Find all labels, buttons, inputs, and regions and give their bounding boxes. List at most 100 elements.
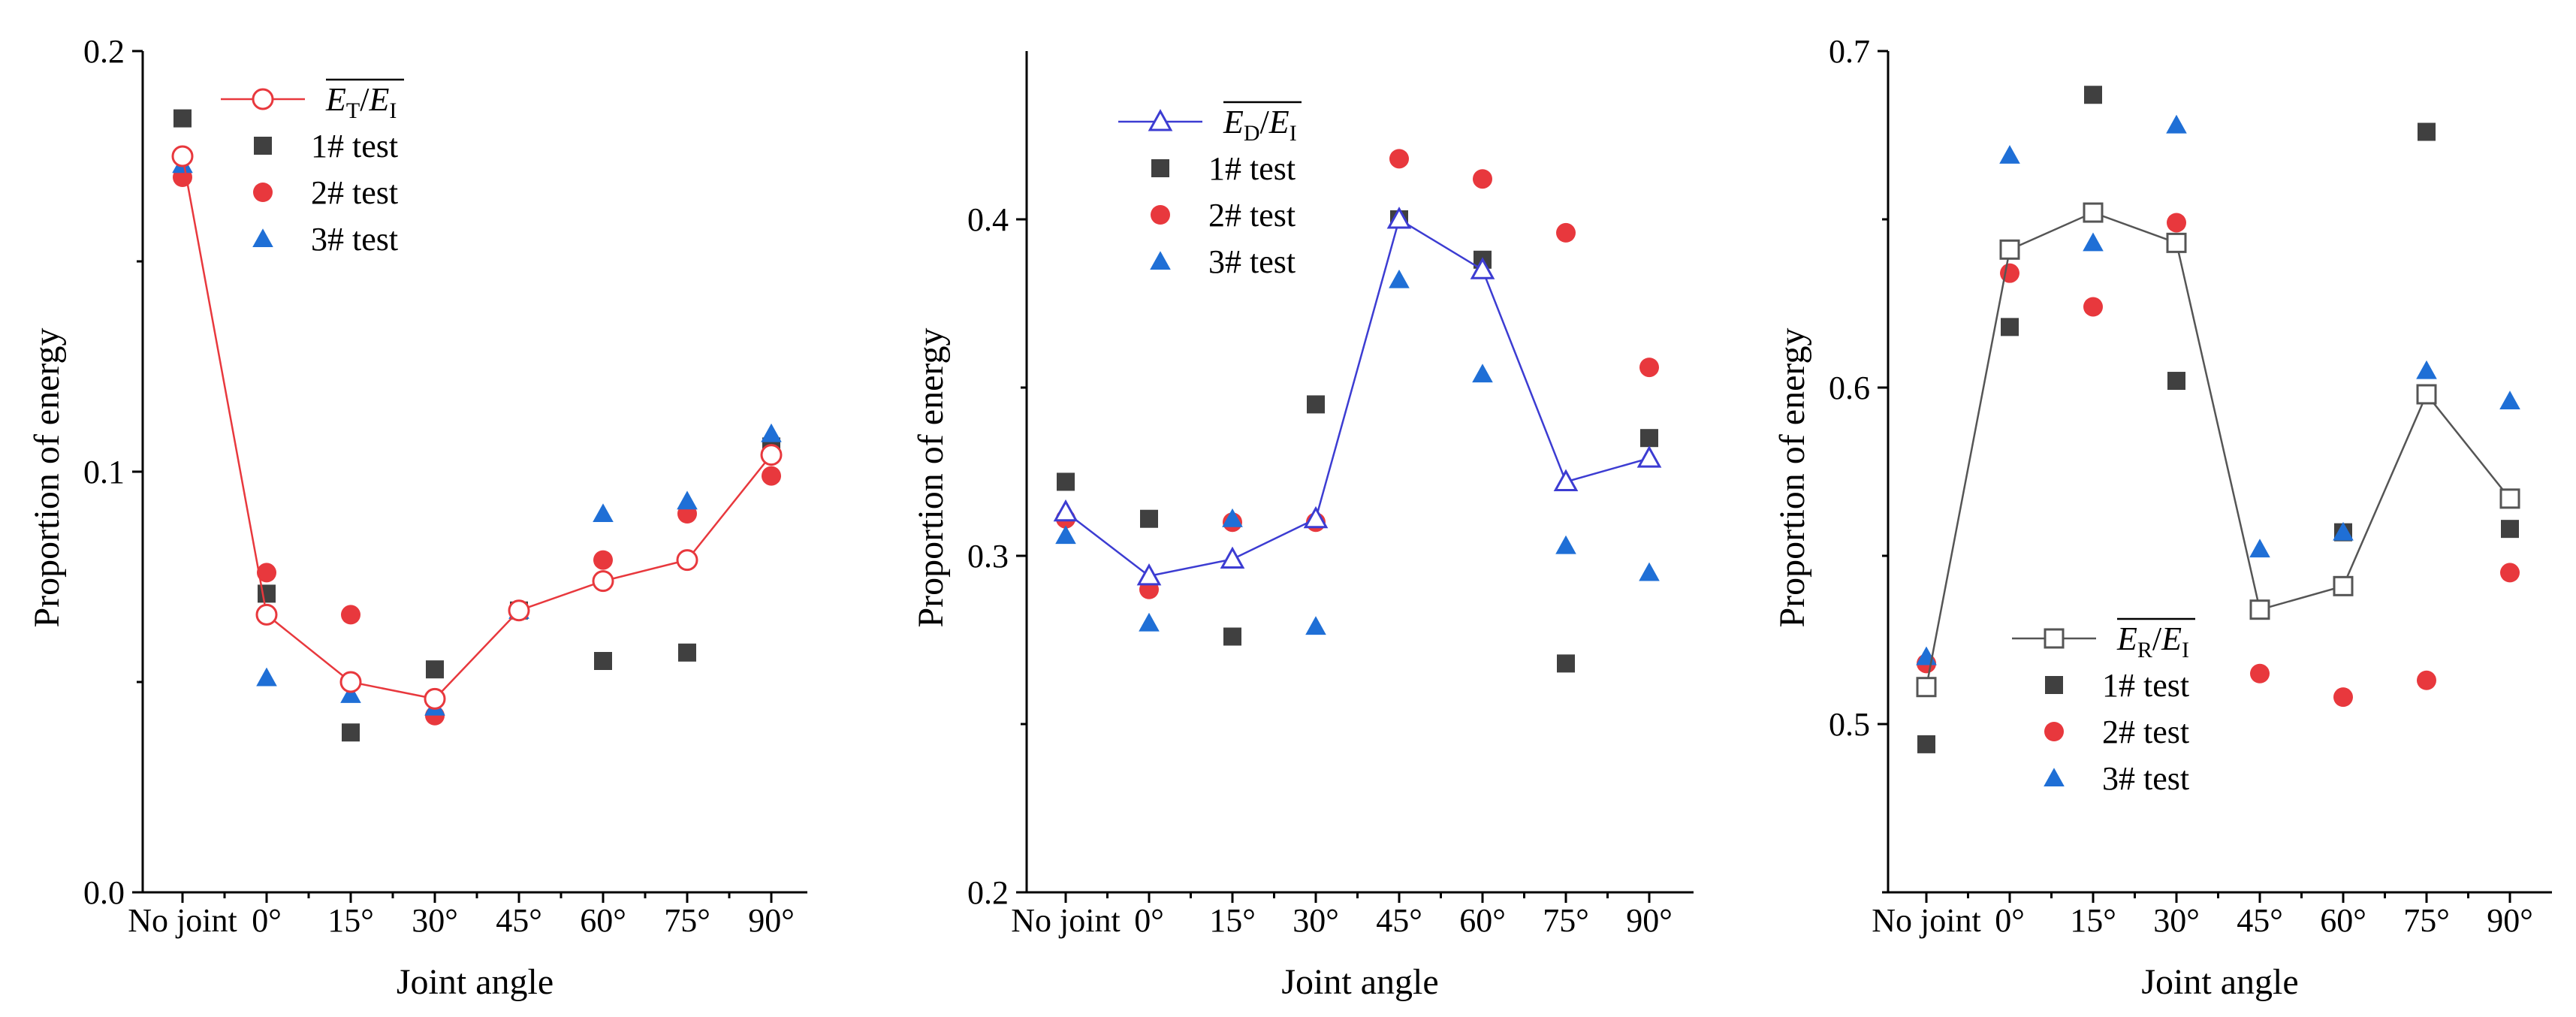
y-tick-label: 0.4	[967, 201, 1009, 238]
y-tick-label: 0.3	[967, 538, 1009, 575]
mean-point	[2166, 232, 2187, 253]
legend-label: 2# test	[311, 174, 398, 211]
legend-marker	[254, 137, 272, 155]
mean-point	[1386, 207, 1412, 229]
data-point	[1639, 358, 1659, 378]
series-2-test	[1056, 149, 1659, 599]
y-tick-label: 0.2	[967, 874, 1009, 911]
legend-entry: 3# test	[252, 221, 398, 258]
data-point	[2418, 122, 2436, 141]
data-point	[2250, 663, 2270, 684]
mean-point	[1916, 677, 1937, 698]
data-point	[1556, 222, 1576, 243]
legend-marker	[252, 228, 273, 248]
data-point	[2500, 563, 2520, 583]
data-point	[1057, 472, 1075, 491]
data-point	[1307, 395, 1325, 414]
y-tick-label: 0.0	[83, 874, 125, 911]
legend-entry: 3# test	[1150, 243, 1296, 280]
data-point	[2167, 372, 2185, 391]
x-tick-label: 90°	[2487, 902, 2533, 939]
data-point	[2249, 539, 2270, 558]
data-point	[1640, 429, 1658, 448]
x-tick-label: 90°	[1626, 902, 1673, 939]
mean-point	[1136, 563, 1162, 586]
data-point	[2501, 520, 2519, 539]
mean-line	[1065, 218, 1650, 578]
series-1-test	[1917, 86, 2519, 753]
series-1-test	[1057, 210, 1658, 673]
mean-point	[1999, 239, 2020, 260]
y-tick-label: 0.5	[1829, 706, 1870, 743]
data-point	[1305, 616, 1326, 635]
legend-marker	[252, 88, 274, 110]
legend-entry: ET/EI	[221, 78, 404, 123]
mean-point	[2333, 575, 2354, 596]
legend: ET/EI 1# test 2# test 3# test	[221, 78, 404, 258]
x-tick-label: 75°	[1543, 902, 1589, 939]
data-point	[1389, 269, 1410, 288]
series-1-test	[173, 109, 780, 742]
mean-point	[676, 549, 698, 572]
series-mean	[1916, 202, 2520, 698]
legend-marker	[1150, 251, 1171, 270]
data-point	[594, 652, 612, 670]
mean-point	[424, 687, 446, 710]
data-point	[593, 550, 613, 570]
legend-entry: 2# test	[2044, 714, 2189, 750]
mean-point	[1220, 546, 1245, 569]
mean-point	[2083, 202, 2104, 223]
legend-marker	[2045, 676, 2063, 694]
y-tick-label: 0.7	[1829, 33, 1870, 70]
data-point	[761, 423, 782, 442]
legend-label: 3# test	[1208, 243, 1296, 280]
mean-point	[2249, 599, 2270, 620]
legend-label: 1# test	[1208, 150, 1296, 187]
y-axis-title: Proportion of energy	[911, 327, 951, 627]
mean-point	[339, 671, 362, 693]
legend-marker	[253, 183, 273, 202]
y-tick-label: 0.6	[1829, 370, 1870, 406]
data-point	[1140, 509, 1158, 528]
x-tick-label: 0°	[252, 902, 282, 939]
data-point	[426, 660, 444, 679]
y-tick-label: 0.1	[83, 454, 125, 490]
legend: ED/EI 1# test 2# test 3# test	[1118, 101, 1302, 280]
legend: ER/EI 1# test 2# test 3# test	[2012, 617, 2195, 797]
data-point	[2084, 86, 2102, 104]
legend-label: 3# test	[2102, 760, 2189, 797]
legend-entry: 3# test	[2044, 760, 2189, 797]
legend-label: 2# test	[2102, 714, 2189, 750]
x-tick-label: 15°	[2070, 902, 2116, 939]
x-tick-label: 45°	[1376, 902, 1422, 939]
data-point	[2000, 263, 2019, 283]
legend-entry: 1# test	[2045, 667, 2189, 704]
legend-entry: 2# test	[1151, 197, 1296, 234]
y-tick-label: 0.2	[83, 33, 125, 70]
x-tick-label: 0°	[1134, 902, 1164, 939]
legend-marker	[1151, 205, 1170, 225]
series-2-test	[173, 167, 781, 726]
mean-point	[1636, 445, 1662, 468]
data-point	[1999, 145, 2020, 164]
series-mean	[1053, 207, 1662, 586]
x-tick-label: No joint	[128, 902, 237, 939]
x-tick-label: 30°	[1293, 902, 1339, 939]
data-point	[1557, 654, 1575, 673]
data-point	[2001, 318, 2019, 336]
data-point	[1473, 169, 1492, 189]
data-point	[258, 584, 276, 603]
x-axis-title: Joint angle	[1281, 962, 1438, 1002]
x-tick-label: 60°	[2320, 902, 2366, 939]
x-tick-label: No joint	[1872, 902, 1980, 939]
legend-entry: ER/EI	[2012, 617, 2195, 662]
data-point	[593, 503, 614, 523]
data-point	[1472, 364, 1493, 383]
mean-point	[508, 599, 530, 622]
mean-point	[1553, 469, 1579, 491]
data-point	[257, 563, 276, 583]
mean-point	[2416, 384, 2437, 405]
legend-label: 2# test	[1208, 197, 1296, 234]
legend-marker	[2044, 722, 2064, 741]
